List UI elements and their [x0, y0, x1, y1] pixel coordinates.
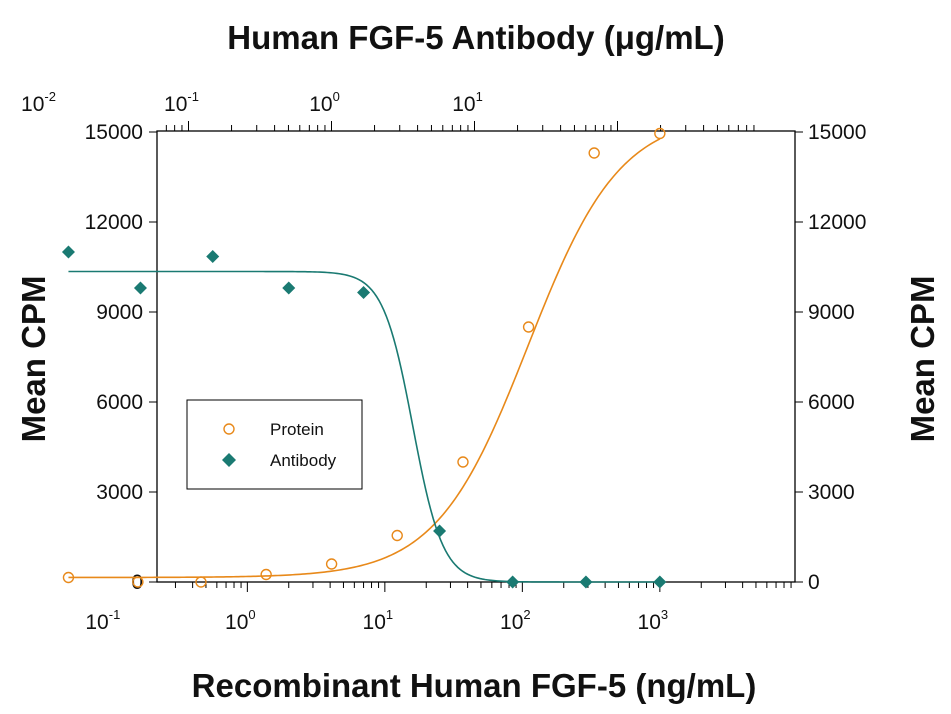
point-antibody	[506, 575, 520, 589]
y-tick-label-left: 9000	[96, 301, 143, 324]
point-protein	[522, 321, 535, 333]
y-axis-title-left: Mean CPM	[15, 276, 52, 443]
point-antibody	[133, 281, 147, 295]
y-tick-label-left: 0	[131, 571, 143, 594]
legend-protein-label: Protein	[270, 420, 324, 439]
legend-antibody-label: Antibody	[270, 451, 337, 470]
x-tick-label: 10-1	[85, 607, 120, 634]
x-axis-title: Recombinant Human FGF-5 (ng/mL)	[192, 667, 757, 704]
y-tick-label-right: 15000	[808, 121, 866, 144]
plot-frame	[156, 130, 796, 583]
y-tick-label-left: 3000	[96, 481, 143, 504]
point-antibody	[579, 575, 593, 589]
point-antibody	[357, 286, 371, 299]
point-protein	[391, 529, 403, 542]
point-antibody	[653, 575, 667, 589]
y-tick-label-left: 12000	[85, 211, 143, 234]
x-tick-label: 103	[638, 607, 669, 634]
legend-box	[186, 399, 363, 490]
point-protein	[260, 568, 272, 581]
data-points	[61, 127, 667, 589]
fit-curve-protein	[68, 138, 661, 579]
x-top-tick-label: 101	[452, 89, 483, 116]
point-protein	[132, 576, 144, 588]
y-axis-title-right: Mean CPM	[904, 276, 941, 443]
point-protein	[457, 456, 469, 468]
x-top-tick-label: 10-2	[21, 89, 56, 116]
x-tick-label: 101	[363, 607, 394, 634]
y-tick-label-right: 3000	[808, 481, 855, 504]
legend-protein-marker	[223, 423, 235, 435]
point-protein	[588, 147, 600, 159]
x-top-tick-label: 10-1	[164, 89, 199, 116]
y-tick-label-right: 9000	[808, 301, 855, 324]
point-protein	[325, 558, 338, 570]
y-tick-label-right: 6000	[808, 391, 855, 414]
point-antibody	[433, 524, 447, 538]
point-protein	[654, 127, 666, 140]
point-antibody	[61, 245, 75, 259]
chart-title: Human FGF-5 Antibody (μg/mL)	[227, 19, 724, 56]
point-antibody	[206, 250, 220, 263]
y-tick-label-left: 6000	[96, 391, 143, 414]
point-antibody	[282, 281, 296, 295]
y-tick-label-left: 15000	[85, 121, 143, 144]
y-tick-label-right: 0	[808, 571, 820, 594]
y-tick-label-right: 12000	[808, 211, 866, 234]
ticks-layer: 10-110010110210310-310-210-1100101003000…	[21, 89, 866, 634]
point-protein	[195, 576, 207, 588]
x-tick-label: 102	[500, 607, 531, 634]
x-top-tick-label: 100	[309, 89, 340, 116]
point-protein	[62, 571, 75, 584]
legend: Protein Antibody	[186, 399, 363, 490]
x-tick-label: 100	[225, 607, 256, 634]
fit-curves	[68, 138, 661, 583]
fit-curve-antibody	[68, 270, 660, 583]
legend-antibody-marker	[222, 453, 236, 467]
